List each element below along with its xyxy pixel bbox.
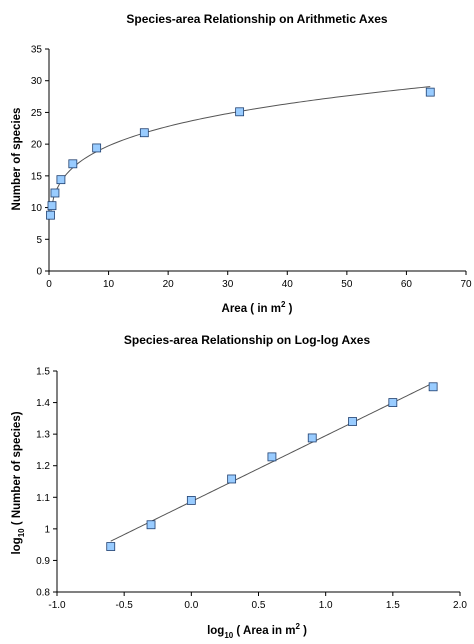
loglog-chart: Species-area Relationship on Log-log Axe… xyxy=(11,333,467,640)
x-tick-label: 1.0 xyxy=(319,600,333,611)
x-tick-label: -1.0 xyxy=(48,600,66,611)
x-tick-label: 0.5 xyxy=(252,600,266,611)
data-point xyxy=(307,433,317,443)
data-point xyxy=(68,159,78,169)
data-point xyxy=(47,201,57,211)
x-tick-label: 40 xyxy=(282,279,294,290)
data-points xyxy=(106,382,438,551)
arithmetic-chart: Species-area Relationship on Arithmetic … xyxy=(11,12,472,315)
y-axis-label: log10 ( Number of species) xyxy=(11,411,26,554)
data-point xyxy=(92,143,102,153)
y-tick-label: 10 xyxy=(31,203,43,214)
data-point xyxy=(146,520,156,530)
trendline xyxy=(110,382,434,542)
x-tick-labels: -1.0 -0.5 0.0 0.5 1.0 1.5 2.0 xyxy=(48,600,467,611)
data-point xyxy=(50,188,60,198)
y-tick-labels: 0 5 10 15 20 25 30 35 xyxy=(31,45,43,278)
y-tick-label: 15 xyxy=(31,171,43,182)
x-tick-labels: 0 10 20 30 40 50 60 70 xyxy=(46,279,472,290)
data-point xyxy=(235,107,245,117)
axes xyxy=(53,370,461,596)
data-point xyxy=(46,210,55,220)
y-tick-label: 1.5 xyxy=(36,367,50,378)
x-tick-label: 50 xyxy=(341,279,353,290)
trendline-group xyxy=(110,382,434,542)
y-tick-label: 0.8 xyxy=(36,588,50,599)
chart-title: Species-area Relationship on Log-log Axe… xyxy=(124,333,371,347)
x-tick-label: 10 xyxy=(103,279,115,290)
y-tick-label: 1 xyxy=(44,524,50,535)
y-tick-label: 1.2 xyxy=(36,461,50,472)
x-axis-label: log10 ( Area in m2 ) xyxy=(207,622,307,640)
data-points xyxy=(46,87,435,220)
y-tick-labels: 0.8 0.9 1 1.1 1.2 1.3 1.4 1.5 xyxy=(36,367,50,599)
y-tick-label: 0 xyxy=(36,267,42,278)
y-tick-label: 5 xyxy=(36,235,42,246)
data-point xyxy=(186,496,196,505)
data-point xyxy=(227,474,237,484)
x-tick-label: 0.0 xyxy=(184,600,198,611)
y-axis-label: Number of species xyxy=(11,108,23,211)
data-point xyxy=(139,128,149,138)
trendline-group xyxy=(49,86,431,214)
y-tick-label: 30 xyxy=(31,76,43,87)
chart-title: Species-area Relationship on Arithmetic … xyxy=(126,12,388,26)
x-tick-label: 70 xyxy=(460,279,472,290)
data-point xyxy=(267,452,277,462)
y-tick-label: 1.3 xyxy=(36,430,50,441)
x-tick-label: 60 xyxy=(401,279,413,290)
data-point xyxy=(348,417,357,426)
y-tick-label: 0.9 xyxy=(36,556,50,567)
x-tick-label: 20 xyxy=(163,279,175,290)
y-tick-label: 35 xyxy=(31,45,43,56)
y-tick-label: 25 xyxy=(31,108,43,119)
x-tick-label: 2.0 xyxy=(453,600,467,611)
data-point xyxy=(56,175,66,185)
trendline xyxy=(49,86,431,214)
y-tick-label: 20 xyxy=(31,140,43,151)
x-tick-label: 0 xyxy=(46,279,52,290)
x-axis-label: Area ( in m2 ) xyxy=(222,300,293,315)
x-tick-label: 1.5 xyxy=(386,600,400,611)
data-point xyxy=(428,382,438,392)
data-point xyxy=(106,542,116,551)
y-tick-label: 1.1 xyxy=(36,493,50,504)
x-tick-label: 30 xyxy=(222,279,234,290)
x-tick-label: -0.5 xyxy=(116,600,134,611)
y-tick-label: 1.4 xyxy=(36,398,50,409)
data-point xyxy=(425,87,435,97)
data-point xyxy=(388,398,398,407)
axes xyxy=(45,48,467,275)
